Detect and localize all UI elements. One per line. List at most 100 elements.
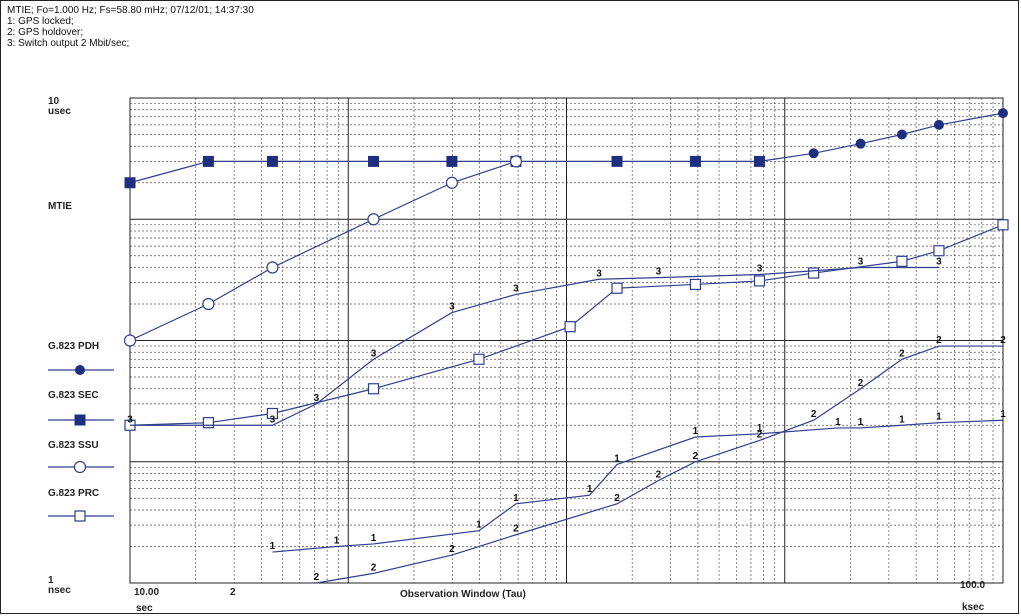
series-label-2-1: 2 bbox=[371, 562, 377, 573]
marker-g-823-sec-8 bbox=[753, 155, 765, 167]
y-axis-title: MTIE bbox=[48, 201, 72, 212]
series-label-1-9: 1 bbox=[835, 417, 841, 428]
series-label-2-9: 2 bbox=[858, 378, 864, 389]
marker-g-823-prc-7 bbox=[689, 278, 702, 291]
marker-g-823-sec-7 bbox=[689, 155, 701, 167]
marker-g-823-sec-0 bbox=[124, 177, 136, 189]
series-label-3-1: 3 bbox=[270, 414, 276, 425]
series-line-3 bbox=[130, 266, 939, 426]
series-label-1-5: 1 bbox=[587, 484, 593, 495]
marker-legend-2-0 bbox=[73, 460, 87, 474]
marker-g-823-prc-6 bbox=[611, 282, 623, 294]
series-label-2-2: 2 bbox=[449, 544, 455, 555]
series-label-1-3: 1 bbox=[476, 520, 482, 531]
marker-g-823-prc-12 bbox=[997, 219, 1009, 231]
series-label-1-12: 1 bbox=[936, 412, 942, 423]
marker-g-823-pdh-5 bbox=[998, 108, 1008, 119]
series-label-2-5: 2 bbox=[656, 470, 662, 481]
series-label-1-4: 1 bbox=[513, 493, 519, 504]
x-left-unit: sec bbox=[136, 603, 153, 614]
series-label-3-10: 3 bbox=[936, 257, 942, 268]
series-label-2-10: 2 bbox=[899, 348, 905, 359]
marker-g-823-sec-3 bbox=[368, 155, 380, 167]
legend-label-prc: G.823 PRC bbox=[48, 488, 100, 499]
series-label-1-0: 1 bbox=[270, 541, 276, 552]
x-right-unit: ksec bbox=[962, 602, 985, 613]
marker-g-823-sec-4 bbox=[446, 155, 458, 167]
marker-legend-0-0 bbox=[75, 365, 85, 375]
y-bottom-unit: nsec bbox=[48, 585, 71, 596]
header-line-2: 1: GPS locked; bbox=[7, 16, 74, 27]
series-label-1-11: 1 bbox=[899, 414, 905, 425]
marker-g-823-prc-11 bbox=[933, 245, 945, 257]
series-label-1-7: 1 bbox=[693, 426, 699, 437]
series-label-1-13: 1 bbox=[1000, 409, 1006, 420]
series-line-g-823-ssu bbox=[129, 160, 517, 342]
marker-g-823-sec-1 bbox=[202, 155, 214, 167]
series-label-3-2: 3 bbox=[314, 393, 320, 404]
series-label-1-10: 1 bbox=[858, 417, 864, 428]
legend-label-ssu: G.823 SSU bbox=[48, 440, 99, 451]
series-label-2-7: 2 bbox=[757, 429, 763, 440]
series-line-g-823-sec bbox=[129, 160, 760, 184]
series-label-1-1: 1 bbox=[334, 536, 340, 547]
series-label-2-8: 2 bbox=[811, 409, 817, 420]
marker-g-823-prc-9 bbox=[808, 267, 820, 279]
series-label-3-5: 3 bbox=[513, 283, 519, 294]
series-label-2-12: 2 bbox=[1000, 335, 1006, 346]
series-line-1 bbox=[272, 419, 1004, 553]
x-left-value: 10.00 bbox=[134, 587, 160, 598]
marker-g-823-sec-2 bbox=[266, 155, 278, 167]
series-label-2-11: 2 bbox=[936, 335, 942, 346]
marker-g-823-ssu-2 bbox=[266, 261, 279, 274]
x-right-value: 100.0 bbox=[960, 580, 986, 591]
y-top-value: 10 bbox=[48, 96, 60, 107]
series-label-3-7: 3 bbox=[656, 267, 662, 278]
series-label-3-0: 3 bbox=[127, 414, 133, 425]
marker-g-823-ssu-5 bbox=[509, 155, 523, 168]
x-tick-2: 2 bbox=[230, 587, 236, 598]
marker-g-823-ssu-4 bbox=[445, 176, 459, 189]
marker-g-823-prc-5 bbox=[564, 321, 576, 333]
series-label-1-6: 1 bbox=[614, 453, 620, 464]
marker-g-823-sec-6 bbox=[611, 155, 623, 167]
marker-g-823-prc-4 bbox=[473, 353, 485, 365]
series-line-2 bbox=[316, 345, 1003, 584]
series-label-3-6: 3 bbox=[596, 268, 602, 279]
series-label-3-8: 3 bbox=[757, 264, 763, 275]
marker-g-823-prc-3 bbox=[367, 383, 380, 395]
header-line-3: 2: GPS holdover; bbox=[7, 27, 84, 38]
legend-label-sec: G.823 SEC bbox=[48, 390, 99, 401]
series-label-2-4: 2 bbox=[614, 493, 620, 504]
series-label-3-3: 3 bbox=[371, 348, 377, 359]
marker-g-823-pdh-2 bbox=[855, 138, 866, 149]
series-label-2-3: 2 bbox=[513, 524, 519, 535]
marker-g-823-pdh-1 bbox=[808, 148, 819, 159]
y-top-unit: usec bbox=[48, 106, 71, 117]
series-label-2-6: 2 bbox=[693, 451, 699, 462]
marker-legend-1-0 bbox=[74, 414, 86, 426]
series-label-2-0: 2 bbox=[314, 572, 320, 583]
header-line-1: MTIE; Fo=1.000 Hz; Fs=58.80 mHz; 07/12/0… bbox=[7, 5, 254, 16]
x-axis-title: Observation Window (Tau) bbox=[400, 589, 526, 600]
marker-g-823-pdh-3 bbox=[896, 129, 907, 140]
series-label-1-2: 1 bbox=[371, 533, 377, 544]
header-line-4: 3: Switch output 2 Mbit/sec; bbox=[7, 38, 130, 49]
marker-g-823-prc-10 bbox=[896, 255, 908, 267]
marker-g-823-prc-1 bbox=[202, 417, 214, 429]
marker-g-823-prc-8 bbox=[753, 275, 766, 287]
marker-legend-3-0 bbox=[74, 510, 86, 522]
series-label-1-8: 1 bbox=[757, 423, 763, 434]
marker-g-823-prc-2 bbox=[266, 407, 279, 420]
marker-g-823-ssu-1 bbox=[202, 297, 215, 311]
series-label-3-4: 3 bbox=[449, 302, 455, 313]
series-line-g-823-pdh bbox=[759, 112, 1004, 162]
legend-label-pdh: G.823 PDH bbox=[48, 341, 100, 352]
series-label-3-9: 3 bbox=[858, 257, 864, 268]
y-bottom-value: 1 bbox=[48, 575, 54, 586]
marker-g-823-ssu-0 bbox=[123, 334, 137, 347]
marker-g-823-ssu-3 bbox=[367, 213, 380, 226]
marker-g-823-pdh-4 bbox=[933, 119, 944, 130]
